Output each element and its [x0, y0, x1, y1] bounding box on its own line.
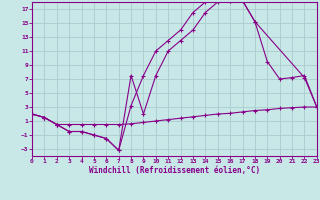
X-axis label: Windchill (Refroidissement éolien,°C): Windchill (Refroidissement éolien,°C) [89, 166, 260, 175]
